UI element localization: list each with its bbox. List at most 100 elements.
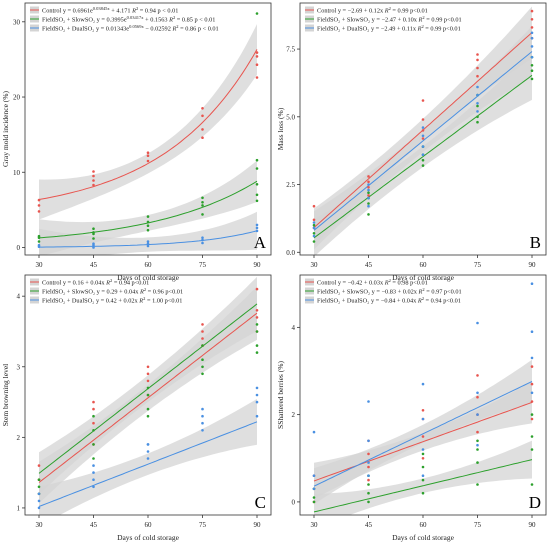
data-point bbox=[476, 85, 479, 89]
legend-entry: FieldSO₂ + DualSO₂ y = −0.84 + 0.04x R2 … bbox=[317, 296, 461, 305]
x-tick-label: 90 bbox=[529, 261, 537, 269]
data-point bbox=[37, 464, 41, 467]
data-point bbox=[367, 175, 370, 178]
data-point bbox=[255, 400, 259, 404]
data-point bbox=[255, 51, 259, 54]
data-point bbox=[312, 496, 316, 499]
data-point bbox=[255, 158, 259, 162]
legend: Control y = 0.16 + 0.04x R2 = 0.94 p<0.0… bbox=[30, 278, 183, 304]
data-point bbox=[367, 202, 370, 205]
data-point bbox=[146, 244, 150, 248]
data-point bbox=[421, 137, 425, 140]
data-point bbox=[421, 99, 425, 102]
data-point bbox=[476, 58, 479, 62]
data-point bbox=[312, 500, 316, 504]
data-point bbox=[476, 53, 479, 56]
data-point bbox=[476, 430, 479, 434]
data-point bbox=[530, 26, 534, 29]
data-point bbox=[476, 448, 479, 451]
data-point bbox=[421, 118, 425, 121]
data-point bbox=[146, 414, 150, 418]
data-point bbox=[255, 12, 259, 15]
legend-entry: FieldSO₂ + SlowSO₂ y = −2.47 + 0.10x R2 … bbox=[317, 15, 462, 24]
data-point bbox=[37, 234, 41, 238]
fit-line bbox=[313, 401, 533, 482]
data-point bbox=[37, 506, 41, 510]
data-point bbox=[146, 240, 150, 243]
x-tick-label: 60 bbox=[145, 261, 153, 269]
panel-letter: B bbox=[530, 233, 541, 252]
data-point bbox=[92, 464, 95, 467]
data-point bbox=[146, 457, 150, 460]
data-point bbox=[146, 372, 150, 376]
data-point bbox=[255, 167, 259, 170]
data-point bbox=[92, 443, 95, 446]
data-point bbox=[421, 491, 425, 495]
y-axis-label: SShattered berries (%) bbox=[276, 361, 285, 429]
panel-B: 30 45 60 75 90 0.0 2.5 5.0 7.5 Days of cold stora… bbox=[276, 2, 547, 282]
legend-entry: FieldSO₂ + SlowSO₂ y = 0.3995e0.03417x +… bbox=[42, 15, 215, 24]
x-tick-label: 45 bbox=[90, 261, 98, 269]
data-point bbox=[367, 478, 370, 482]
data-point bbox=[201, 128, 204, 131]
legend: Control y = −0.42 + 0.03x R2 = 0.98 p<0.… bbox=[305, 278, 462, 305]
y-tick-label: 1 bbox=[17, 504, 21, 512]
panel-letter: D bbox=[529, 493, 541, 512]
data-point bbox=[530, 417, 534, 421]
data-point bbox=[255, 414, 259, 418]
plot-area bbox=[312, 282, 534, 515]
data-point bbox=[476, 110, 479, 113]
data-point bbox=[201, 372, 204, 376]
fit-line bbox=[38, 421, 258, 507]
data-point bbox=[476, 395, 479, 399]
data-point bbox=[92, 400, 95, 404]
data-point bbox=[146, 443, 150, 446]
data-point bbox=[201, 241, 204, 245]
legend-entry: FieldSO₂ + DualSO₂ y = −2.49 + 0.11x R2 … bbox=[317, 24, 461, 33]
panel-letter: A bbox=[254, 233, 267, 252]
data-point bbox=[255, 287, 259, 291]
data-point bbox=[201, 330, 204, 333]
data-point bbox=[530, 69, 534, 72]
data-point bbox=[37, 243, 41, 247]
y-tick-label: 10 bbox=[13, 169, 21, 177]
data-point bbox=[530, 365, 534, 368]
data-point bbox=[255, 199, 259, 203]
y-tick-label: 5.0 bbox=[286, 113, 295, 121]
data-point bbox=[92, 407, 95, 411]
data-point bbox=[201, 196, 204, 200]
plot-area bbox=[37, 12, 259, 255]
data-point bbox=[201, 344, 204, 347]
y-tick-label: 0.0 bbox=[286, 249, 295, 257]
fit-line bbox=[313, 74, 533, 239]
data-point bbox=[201, 337, 204, 340]
data-point bbox=[37, 198, 41, 202]
legend: Control y = 0.6961e0.03845x + 4.171 R2 =… bbox=[30, 6, 219, 32]
data-point bbox=[37, 499, 41, 503]
data-point bbox=[146, 450, 150, 453]
data-point bbox=[255, 316, 259, 319]
y-tick-label: 20 bbox=[13, 94, 21, 102]
data-point bbox=[201, 238, 204, 242]
y-tick-label: 4 bbox=[17, 293, 21, 301]
data-point bbox=[421, 417, 425, 421]
data-point bbox=[421, 164, 425, 167]
data-point bbox=[255, 226, 259, 230]
data-point bbox=[476, 93, 479, 97]
y-axis-label: Gray mold incidence (%) bbox=[1, 90, 10, 167]
data-point bbox=[367, 483, 370, 486]
data-point bbox=[476, 443, 479, 447]
data-point bbox=[37, 210, 41, 213]
data-point bbox=[312, 226, 316, 230]
data-point bbox=[312, 234, 316, 238]
fit-line bbox=[313, 381, 533, 487]
x-tick-label: 75 bbox=[474, 521, 482, 529]
data-point bbox=[201, 236, 204, 239]
x-axis-label: Days of cold storage bbox=[117, 273, 180, 282]
data-point bbox=[92, 457, 95, 460]
data-point bbox=[92, 179, 95, 182]
data-point bbox=[530, 31, 534, 35]
y-tick-label: 2 bbox=[17, 434, 21, 442]
legend-entry: FieldSO₂ + SlowSO₂ y = −0.83 + 0.02x R2 … bbox=[317, 287, 462, 296]
data-point bbox=[421, 474, 425, 478]
